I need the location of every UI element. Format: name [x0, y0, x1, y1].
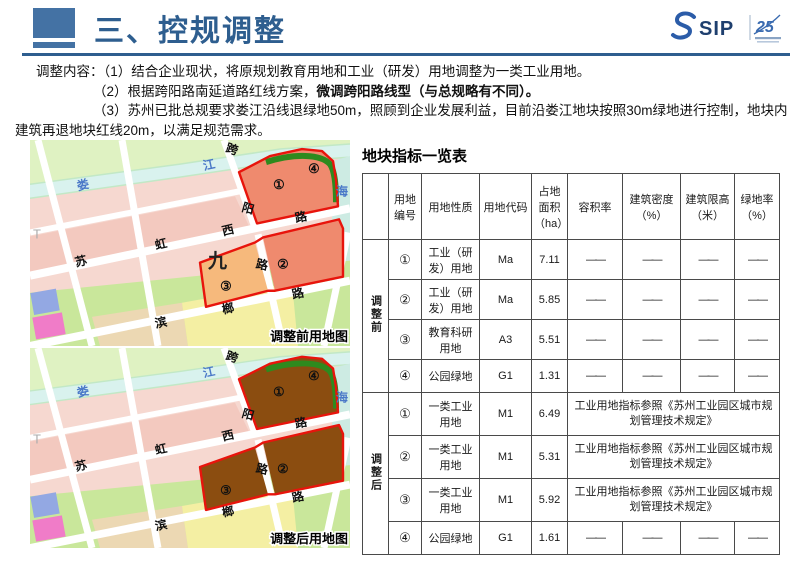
- plot-index-table: 用地编号 用地性质 用地代码 占地面积（ha） 容积率 建筑密度（%） 建筑限高（米） 绿地率…: [362, 173, 780, 555]
- content-item-2: （2）根据跨阳路南延道路红线方案，微调跨阳路线型（与总规略有不同）。: [93, 83, 540, 99]
- land-nature-cell: 教育科研用地: [421, 319, 480, 360]
- dash-cell: ——: [680, 239, 735, 280]
- land-nature-cell: 一类工业用地: [421, 435, 480, 479]
- plot-number-cell: ①: [388, 392, 422, 436]
- land-nature-cell: 工业（研发）用地: [421, 279, 480, 320]
- area-cell: 5.51: [531, 319, 568, 360]
- dash-cell: ——: [734, 359, 780, 393]
- land-nature-cell: 公园绿地: [421, 521, 480, 555]
- dash-cell: ——: [734, 319, 780, 360]
- dash-cell: ——: [680, 359, 735, 393]
- title-block-decoration: [33, 8, 75, 38]
- dash-cell: ——: [567, 521, 623, 555]
- area-cell: 7.11: [531, 239, 568, 280]
- area-cell: 6.49: [531, 392, 568, 436]
- dash-cell: ——: [680, 521, 735, 555]
- land-code-cell: M1: [479, 478, 532, 522]
- plot-number-cell: ①: [388, 239, 422, 280]
- dash-cell: ——: [622, 359, 681, 393]
- land-code-cell: M1: [479, 435, 532, 479]
- table-row: ④ 公园绿地 G1 1.61 —— —— —— ——: [363, 521, 780, 555]
- note-cell: 工业用地指标参照《苏州工业园区城市规划管理技术规定》: [567, 478, 780, 522]
- anniversary-swoosh-icon: [753, 14, 781, 35]
- table-row: ③ 教育科研用地 A3 5.51 —— —— —— ——: [363, 319, 780, 360]
- after-map-caption: 调整后用地图: [270, 531, 348, 546]
- plot-3-jiu-label: 九: [207, 251, 227, 273]
- table-title: 地块指标一览表: [362, 148, 468, 165]
- land-code-cell: G1: [479, 521, 532, 555]
- dash-cell: ——: [680, 279, 735, 320]
- adjustment-content: 调整内容：（1）结合企业现状，将原规划教育用地和工业（研发）用地调整为一类工业用…: [15, 62, 788, 141]
- group-label-cell: 调整前: [362, 239, 389, 393]
- before-map-caption: 调整前用地图: [270, 329, 348, 344]
- plot-number-cell: ④: [388, 359, 422, 393]
- sip-logo-text: SIP: [699, 18, 734, 40]
- page-title: 三、控规调整: [94, 15, 286, 48]
- dash-cell: ——: [567, 319, 623, 360]
- content-item-1: 调整内容：（1）结合企业现状，将原规划教育用地和工业（研发）用地调整为一类工业用…: [36, 64, 591, 79]
- group-label-cell: 调整后: [362, 392, 389, 555]
- plot-number-cell: ②: [388, 435, 422, 479]
- dash-cell: ——: [734, 239, 780, 280]
- sip-logo: SIP 25: [668, 8, 788, 48]
- table-row: 调整前 ① 工业（研发）用地 Ma 7.11 —— —— —— ——: [362, 239, 780, 393]
- note-cell: 工业用地指标参照《苏州工业园区城市规划管理技术规定》: [567, 392, 780, 436]
- table-header-cell: 建筑限高（米）: [680, 173, 735, 240]
- table-row: ③ 一类工业用地 M1 5.92 工业用地指标参照《苏州工业园区城市规划管理技术规定》: [363, 478, 780, 522]
- dash-cell: ——: [622, 319, 681, 360]
- logo-caption-bar: [755, 37, 781, 40]
- dash-cell: ——: [680, 319, 735, 360]
- land-code-cell: A3: [479, 319, 532, 360]
- dash-cell: ——: [622, 279, 681, 320]
- dash-cell: ——: [567, 359, 623, 393]
- table-header-cell: 用地代码: [479, 173, 532, 240]
- plot-number-cell: ②: [388, 279, 422, 320]
- note-cell: 工业用地指标参照《苏州工业园区城市规划管理技术规定》: [567, 435, 780, 479]
- sip-swoosh-icon: [671, 11, 696, 40]
- area-cell: 5.31: [531, 435, 568, 479]
- table-row: ② 一类工业用地 M1 5.31 工业用地指标参照《苏州工业园区城市规划管理技术规定》: [363, 435, 780, 479]
- map-before-adjustment: 九 调整前用地图: [30, 140, 350, 346]
- land-nature-cell: 公园绿地: [421, 359, 480, 393]
- table-row: ④ 公园绿地 G1 1.31 —— —— —— ——: [363, 359, 780, 393]
- area-cell: 5.85: [531, 279, 568, 320]
- land-nature-cell: 一类工业用地: [421, 478, 480, 522]
- land-nature-cell: 工业（研发）用地: [421, 239, 480, 280]
- table-header-cell: 建筑密度（%）: [622, 173, 681, 240]
- dash-cell: ——: [567, 239, 623, 280]
- table-header-cell: 容积率: [567, 173, 623, 240]
- plot-number-cell: ④: [388, 521, 422, 555]
- table-row: 调整后 ① 一类工业用地 M1 6.49 工业用地指标参照《苏州工业园区城市规划管理技术规…: [362, 392, 780, 555]
- table-header-cell: 用地性质: [421, 173, 480, 240]
- content-item-3: （3）苏州已批总规要求娄江沿线退绿地50m，照顾到企业发展利益，目前沿娄江地块按…: [15, 103, 788, 139]
- table-header-cell: 绿地率（%）: [734, 173, 780, 240]
- table-header-cell: 用地编号: [388, 173, 422, 240]
- land-nature-cell: 一类工业用地: [421, 392, 480, 436]
- land-code-cell: M1: [479, 392, 532, 436]
- table-row: ② 工业（研发）用地 Ma 5.85 —— —— —— ——: [363, 279, 780, 320]
- content-label: 调整内容：: [36, 64, 104, 79]
- header-underline: [22, 53, 790, 56]
- table-header-cell: 占地面积（ha）: [531, 173, 568, 240]
- dash-cell: ——: [622, 521, 681, 555]
- dash-cell: ——: [734, 521, 780, 555]
- table-corner-cell: [362, 173, 389, 240]
- land-code-cell: G1: [479, 359, 532, 393]
- plot-index-section: 地块指标一览表 用地编号 用地性质 用地代码 占地面积（ha） 容积率 建筑密度（%） 建筑…: [362, 145, 780, 555]
- area-cell: 1.31: [531, 359, 568, 393]
- dash-cell: ——: [567, 279, 623, 320]
- area-cell: 1.61: [531, 521, 568, 555]
- area-cell: 5.92: [531, 478, 568, 522]
- map-after-adjustment: 调整后用地图: [30, 348, 350, 548]
- land-code-cell: Ma: [479, 279, 532, 320]
- logo-caption-bar2: [757, 41, 779, 43]
- dash-cell: ——: [622, 239, 681, 280]
- plot-number-cell: ③: [388, 319, 422, 360]
- land-code-cell: Ma: [479, 239, 532, 280]
- dash-cell: ——: [734, 279, 780, 320]
- title-bar-decoration: [33, 42, 75, 48]
- plot-number-cell: ③: [388, 478, 422, 522]
